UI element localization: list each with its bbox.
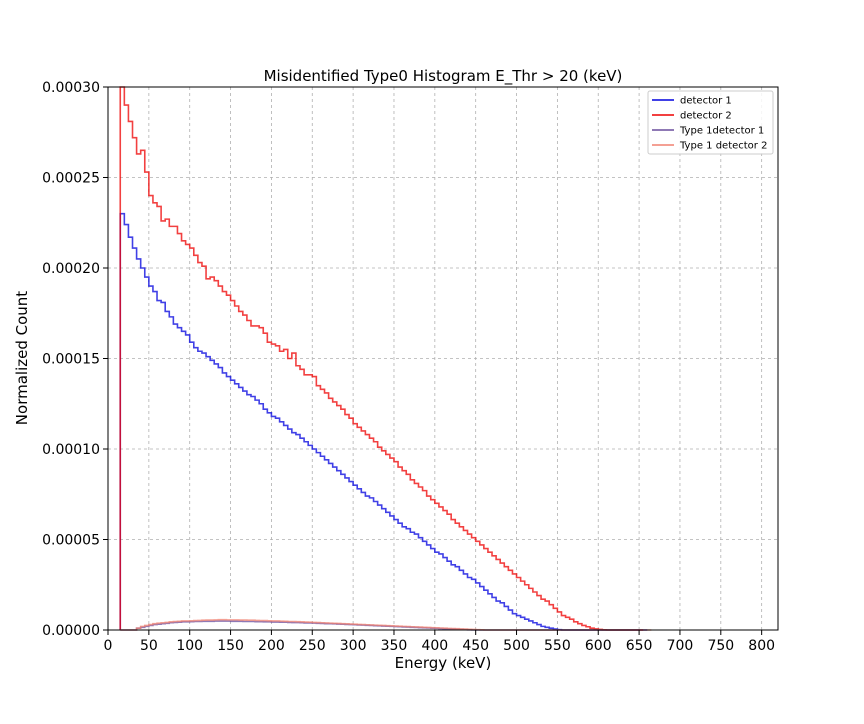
legend: detector 1 detector 2 Type 1detector 1 Type… [647, 90, 774, 155]
y-tick-label: 0.00015 [42, 352, 100, 368]
y-tick-label: 0.00030 [42, 80, 100, 96]
x-tick-label: 150 [217, 638, 244, 654]
x-tick-label: 700 [667, 638, 694, 654]
y-tick-label: 0.00025 [42, 171, 100, 187]
series-step-line [119, 86, 644, 631]
x-tick-label: 250 [299, 638, 326, 654]
series-step-line [119, 212, 648, 631]
x-tick-label: 600 [585, 638, 612, 654]
y-axis: 0.00000 0.00005 0.00010 0.00015 0.00020 0.000… [42, 80, 108, 639]
legend-label: Type 1 detector 2 [679, 141, 767, 152]
y-tick-label: 0.00000 [42, 623, 100, 639]
x-tick-label: 500 [503, 638, 530, 654]
x-tick-label: 50 [140, 638, 158, 654]
x-tick-label: 550 [544, 638, 571, 654]
x-tick-label: 400 [421, 638, 448, 654]
series-2 [119, 86, 644, 631]
legend-label: detector 1 [680, 96, 732, 107]
x-tick-label: 200 [258, 638, 285, 654]
y-tick-label: 0.00020 [42, 261, 100, 277]
x-tick-label: 300 [340, 638, 367, 654]
x-tick-label: 100 [176, 638, 203, 654]
x-tick-label: 800 [748, 638, 775, 654]
y-axis-label: Normalized Count [13, 291, 31, 425]
x-axis-label: Energy (keV) [395, 654, 492, 672]
y-tick-label: 0.00010 [42, 442, 100, 458]
legend-label: Type 1detector 1 [679, 126, 764, 137]
y-tick-label: 0.00005 [42, 533, 100, 549]
series-1 [119, 212, 648, 631]
x-tick-label: 350 [381, 638, 408, 654]
legend-box [647, 90, 774, 155]
x-tick-label: 650 [626, 638, 653, 654]
x-tick-label: 450 [462, 638, 489, 654]
x-tick-label: 0 [104, 638, 113, 654]
x-axis: 0 50 100 150 200 250 300 350 400 450 500 550 600 650 7… [104, 630, 775, 654]
legend-label: detector 2 [680, 111, 732, 122]
x-tick-label: 750 [707, 638, 734, 654]
chart-title: Misidentified Type0 Histogram E_Thr > 20… [264, 67, 623, 86]
